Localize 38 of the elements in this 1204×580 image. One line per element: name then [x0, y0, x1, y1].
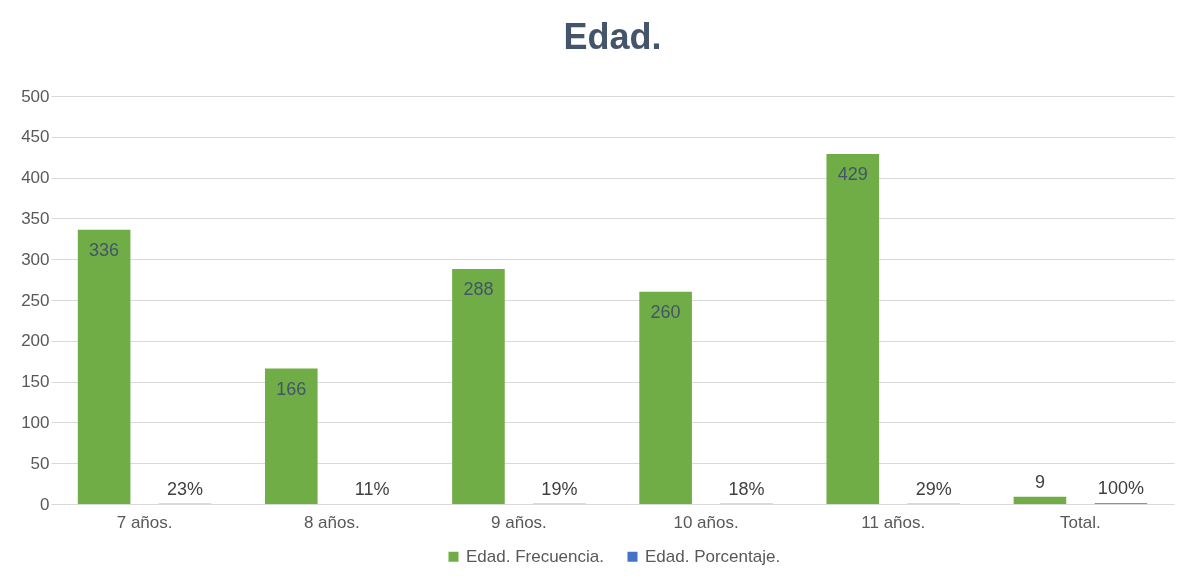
legend-label: Edad. Frecuencia. [466, 546, 604, 566]
x-tick-label: 7 años. [116, 512, 173, 532]
y-tick-label: 0 [40, 494, 50, 514]
data-label: 288 [463, 278, 494, 299]
data-label: 260 [650, 301, 681, 322]
y-tick-label: 450 [21, 127, 50, 147]
bar [826, 153, 880, 504]
data-label: 100% [1097, 478, 1144, 499]
y-tick-label: 400 [21, 168, 50, 188]
data-label: 29% [915, 478, 952, 499]
x-tick-label: 9 años. [491, 512, 547, 532]
y-tick-label: 500 [21, 86, 50, 106]
data-label: 18% [728, 478, 765, 499]
chart-title: Edad. [563, 16, 662, 57]
data-label: 11% [354, 478, 390, 499]
y-tick-label: 350 [21, 208, 50, 228]
bar [452, 268, 505, 504]
x-tick-label: 11 años. [861, 512, 926, 532]
y-tick-label: 100 [21, 412, 50, 432]
bar [264, 368, 318, 504]
y-tick-label: 50 [30, 453, 50, 473]
bar [77, 229, 131, 504]
bar [639, 291, 692, 504]
data-label: 23% [167, 478, 204, 499]
bar [1013, 496, 1067, 504]
y-tick-label: 250 [21, 290, 50, 310]
data-label: 9 [1034, 471, 1045, 492]
x-tick-label: 10 años. [673, 512, 739, 532]
data-label: 336 [89, 239, 120, 260]
y-tick-label: 200 [21, 331, 50, 351]
y-tick-label: 150 [21, 372, 50, 392]
data-label: 166 [276, 378, 307, 399]
data-label: 429 [837, 163, 868, 184]
legend-label: Edad. Porcentaje. [645, 546, 781, 566]
x-tick-label: 8 años. [303, 512, 360, 532]
data-label: 19% [541, 478, 578, 499]
y-tick-label: 300 [21, 249, 50, 269]
x-tick-label: Total. [1060, 512, 1101, 532]
